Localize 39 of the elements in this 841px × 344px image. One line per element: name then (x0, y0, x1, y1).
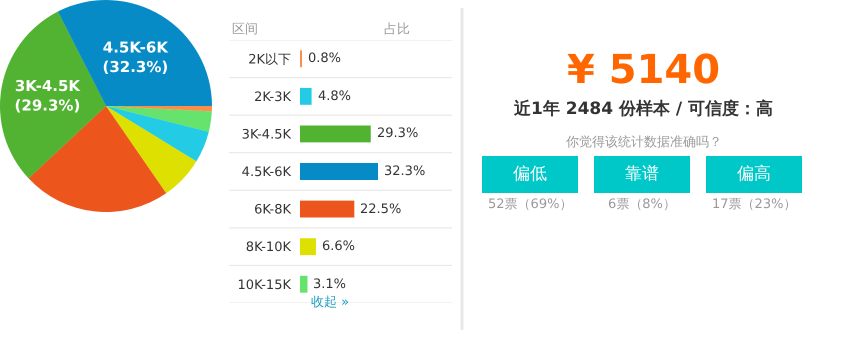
data-label: 29.3% (377, 126, 418, 141)
y-tick-label: 10K-15K (238, 278, 292, 293)
y-tick-label: 4.5K-6K (242, 165, 292, 180)
data-label: 3.1% (313, 277, 346, 292)
text: 近1年 2484 份样本 / 可信度：高 (513, 99, 774, 119)
y-tick-label: 3K-4.5K (242, 127, 292, 142)
category-label: 靠谱 (625, 164, 659, 184)
bar (300, 200, 354, 218)
data-label: 4.8% (318, 89, 352, 104)
data-label: 6票（8%） (608, 197, 676, 212)
text: 你觉得该统计数据准确吗？ (565, 134, 722, 150)
bar (300, 125, 371, 142)
pie-slice (106, 106, 196, 194)
text: ¥ 5140 (567, 47, 720, 93)
bar (300, 88, 312, 105)
text: 占比 (384, 22, 410, 37)
y-tick-label: 8K-10K (246, 240, 292, 256)
y-tick-label: 2K-3K (254, 90, 292, 105)
data-label: 32.3% (384, 164, 426, 179)
data-label: 0.8% (308, 51, 342, 66)
annotation: 收起 » (311, 295, 350, 310)
data-label: 52票（69%） (488, 197, 572, 212)
pie-slice (106, 106, 209, 162)
slice-label: 4.5K-6K (102, 38, 170, 56)
data-label: 17票（23%） (712, 197, 796, 212)
slice-label: 3K-4.5K (14, 77, 82, 96)
data-label: (32.3%) (102, 58, 168, 76)
data-label: (29.3%) (14, 96, 80, 115)
category-label: 偏低 (513, 164, 547, 184)
data-label: 22.5% (360, 202, 402, 217)
pie-slice (106, 106, 212, 132)
text: 区间 (232, 22, 258, 37)
y-tick-label: 2K以下 (248, 52, 291, 68)
bar (300, 276, 308, 293)
category-label: 偏高 (737, 164, 771, 184)
y-tick-label: 6K-8K (254, 202, 292, 218)
data-label: 6.6% (322, 239, 356, 254)
bar (300, 238, 316, 256)
bar (300, 163, 378, 180)
